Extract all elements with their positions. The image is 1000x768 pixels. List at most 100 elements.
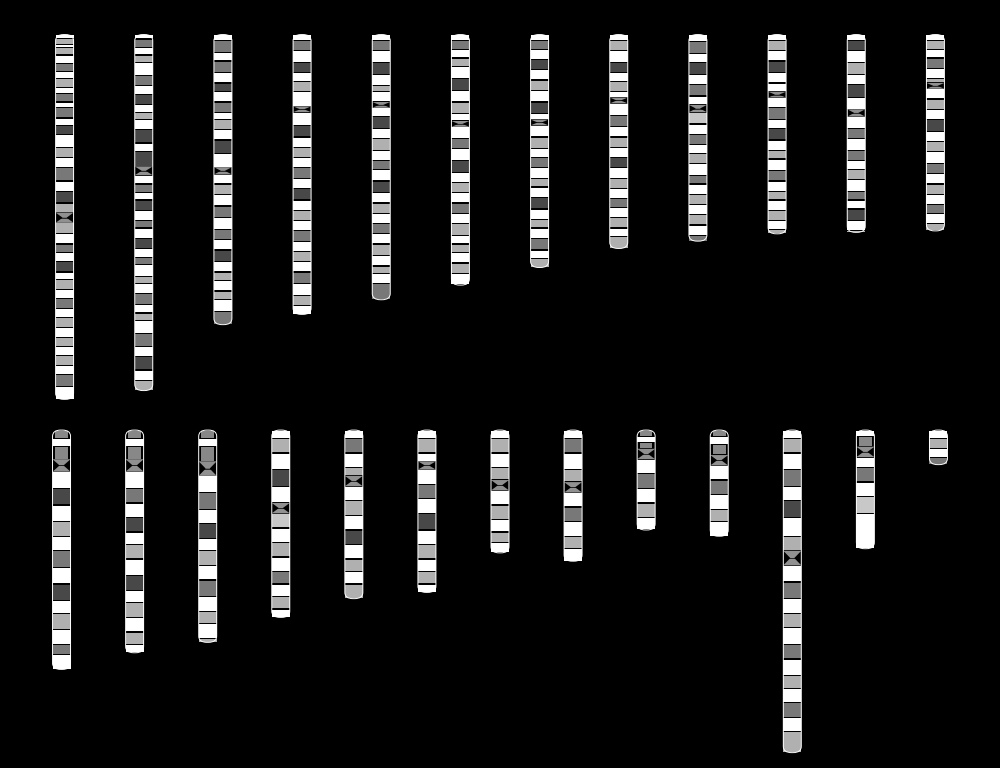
Bar: [293, 179, 311, 188]
Bar: [214, 61, 232, 72]
Bar: [372, 234, 390, 243]
Bar: [847, 74, 865, 84]
Bar: [451, 91, 469, 101]
Bar: [135, 105, 153, 111]
Bar: [293, 231, 311, 240]
Bar: [610, 127, 628, 137]
FancyBboxPatch shape: [491, 430, 509, 553]
Bar: [201, 431, 214, 438]
Bar: [926, 132, 944, 141]
Polygon shape: [610, 98, 628, 101]
Bar: [689, 215, 707, 224]
Bar: [689, 164, 707, 174]
Bar: [610, 179, 628, 188]
Bar: [345, 545, 363, 558]
Bar: [126, 560, 144, 575]
Polygon shape: [214, 170, 232, 174]
Bar: [214, 103, 232, 111]
FancyBboxPatch shape: [531, 35, 549, 267]
Bar: [293, 137, 311, 147]
Bar: [199, 551, 217, 564]
Bar: [372, 170, 390, 180]
Bar: [345, 468, 363, 475]
Bar: [272, 454, 290, 469]
Bar: [531, 71, 549, 79]
Bar: [372, 87, 390, 91]
Bar: [53, 472, 71, 488]
Bar: [451, 58, 469, 66]
Bar: [199, 539, 217, 550]
Bar: [768, 84, 786, 91]
Bar: [926, 224, 944, 230]
Bar: [418, 572, 436, 584]
Bar: [214, 300, 232, 311]
Bar: [451, 274, 469, 284]
Bar: [926, 79, 944, 82]
Bar: [56, 135, 74, 147]
Bar: [783, 537, 801, 550]
Bar: [926, 184, 944, 194]
Bar: [199, 624, 217, 637]
Bar: [345, 572, 363, 584]
Bar: [135, 284, 153, 293]
Bar: [214, 84, 232, 91]
Bar: [926, 142, 944, 151]
Bar: [926, 214, 944, 223]
Bar: [135, 194, 153, 200]
Bar: [135, 305, 153, 313]
Bar: [926, 174, 944, 184]
Bar: [135, 48, 153, 55]
Bar: [610, 104, 628, 114]
Polygon shape: [53, 459, 71, 465]
Bar: [783, 470, 801, 485]
Polygon shape: [689, 108, 707, 112]
Bar: [564, 549, 582, 561]
Bar: [372, 118, 390, 127]
Polygon shape: [199, 468, 217, 476]
Bar: [768, 211, 786, 220]
Bar: [451, 245, 469, 252]
Bar: [689, 226, 707, 235]
Bar: [135, 35, 153, 38]
Bar: [929, 431, 947, 438]
Bar: [53, 537, 71, 550]
Bar: [135, 265, 153, 276]
Bar: [768, 221, 786, 229]
Bar: [768, 108, 786, 119]
Bar: [214, 131, 232, 140]
Bar: [199, 439, 217, 446]
Bar: [610, 92, 628, 97]
Bar: [214, 312, 232, 324]
Bar: [56, 204, 74, 212]
Bar: [135, 347, 153, 356]
Bar: [451, 263, 469, 273]
Bar: [56, 192, 74, 203]
Bar: [531, 168, 549, 177]
Bar: [418, 514, 436, 529]
Bar: [214, 250, 232, 261]
Bar: [56, 182, 74, 190]
Bar: [53, 631, 71, 644]
Bar: [531, 150, 549, 157]
Polygon shape: [272, 503, 290, 508]
Bar: [783, 566, 801, 581]
Bar: [135, 313, 153, 319]
Bar: [491, 543, 509, 552]
Bar: [491, 520, 509, 531]
Polygon shape: [126, 465, 144, 472]
Bar: [418, 545, 436, 558]
Bar: [640, 443, 652, 449]
Bar: [847, 200, 865, 208]
Bar: [783, 454, 801, 469]
Bar: [491, 505, 509, 519]
Polygon shape: [418, 465, 436, 469]
Bar: [199, 598, 217, 611]
Bar: [372, 224, 390, 233]
Bar: [293, 41, 311, 50]
Bar: [451, 68, 469, 78]
Bar: [710, 495, 728, 508]
Bar: [293, 284, 311, 295]
Polygon shape: [135, 167, 153, 170]
Bar: [418, 431, 436, 438]
Bar: [272, 558, 290, 571]
